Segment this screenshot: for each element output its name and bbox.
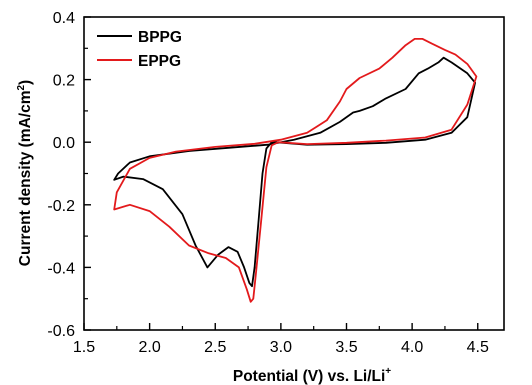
y-tick-label: -0.4	[47, 260, 75, 277]
legend: BPPG EPPG	[97, 29, 182, 70]
y-tick-label: 0.0	[53, 135, 75, 152]
x-tick-label: 2.0	[139, 339, 161, 356]
x-tick-label: 2.5	[204, 339, 226, 356]
legend-label-eppg: EPPG	[138, 53, 181, 70]
x-tick-label: 4.5	[467, 339, 489, 356]
series-line-bppg	[113, 56, 476, 288]
y-axis-title: Current density (mA/cm2)	[16, 80, 34, 266]
x-tick-label: 4.0	[401, 339, 423, 356]
x-tick-label: 3.5	[335, 339, 357, 356]
axis-ticks	[83, 16, 479, 331]
x-axis-title: Potential (V) vs. Li/Li+	[233, 366, 391, 385]
y-tick-label: -0.2	[47, 198, 75, 215]
x-tick-label: 3.0	[270, 339, 292, 356]
tick-labels: 1.5 2.0 2.5 3.0 3.5 4.0 4.5 -0.6 -0.4 -0.2 0.0 0.2 0…	[47, 10, 489, 356]
legend-label-bppg: BPPG	[138, 29, 182, 46]
series-line-eppg	[113, 38, 478, 303]
y-tick-label: -0.6	[47, 323, 75, 340]
y-tick-label: 0.2	[53, 73, 75, 90]
plot-lines	[113, 38, 478, 303]
x-tick-label: 1.5	[73, 339, 95, 356]
y-tick-label: 0.4	[53, 10, 75, 27]
